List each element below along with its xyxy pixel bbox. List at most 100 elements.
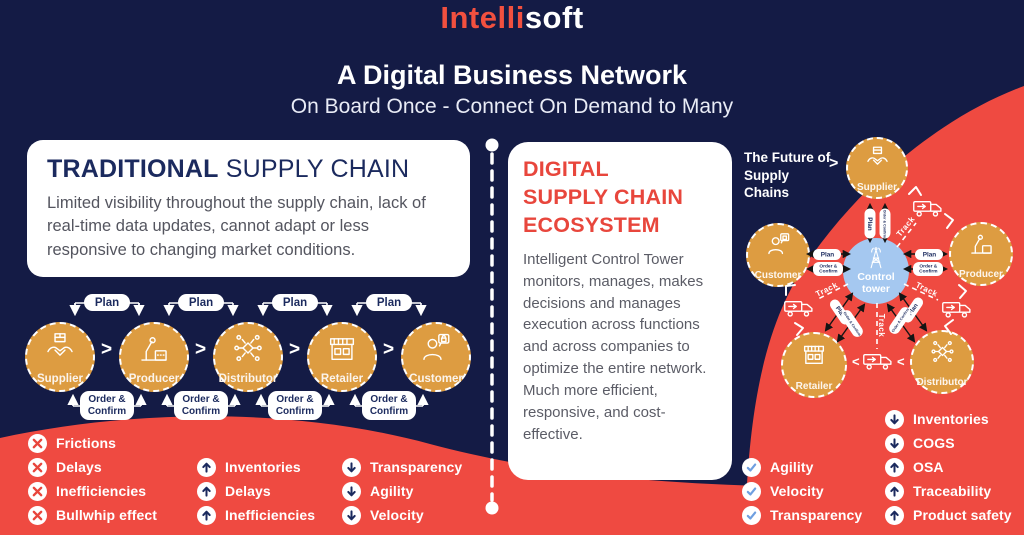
list-item-label: Inefficiencies — [225, 507, 316, 523]
plan-pill: Plan — [84, 294, 130, 311]
node-label: Retailer — [795, 381, 833, 392]
list-item-label: Inventories — [913, 411, 989, 427]
plan-pill: Plan — [272, 294, 318, 311]
pill-text: Order & Confirm — [890, 307, 910, 334]
list-item: OSA — [885, 455, 1012, 479]
x-circle-icon — [28, 505, 47, 525]
track-label: Track — [894, 214, 917, 239]
list-item: Inefficiencies — [197, 503, 315, 527]
eco-order-pill: Order & Confirm — [913, 262, 943, 276]
check-circle-icon — [742, 481, 761, 501]
flow-chevron-icon: > — [195, 339, 207, 360]
order-confirm-text: Order & Confirm — [370, 394, 408, 417]
list-item-label: Transparency — [370, 459, 463, 475]
flow-chevron-icon: > — [383, 339, 395, 360]
digital-description: Intelligent Control Tower monitors, mana… — [523, 250, 707, 443]
arrow-down-circle-icon — [342, 481, 361, 501]
node-label: Supplier — [36, 373, 83, 385]
list-item-label: Transparency — [770, 507, 863, 523]
digital-heading-line1: DIGITAL — [523, 157, 609, 181]
node-customer: Customer — [401, 322, 471, 392]
eco-plan-pill: Plan — [864, 208, 876, 239]
node-label: Distributor — [218, 373, 278, 385]
plan-pill: Plan — [366, 294, 412, 311]
flow-chevron-icon: > — [289, 339, 301, 360]
flow-chevron-icon: > — [101, 339, 113, 360]
node-label: Distributor — [916, 377, 968, 388]
pill-text: Plan — [922, 250, 936, 258]
decreases-list: Transparency Agility Velocity — [342, 455, 462, 527]
pill-text: Order & Confirm — [842, 310, 862, 337]
intellisoft-logo: Intellisoft — [0, 0, 1024, 36]
control-line1: Control — [857, 271, 895, 283]
person-bag-icon — [423, 333, 450, 361]
traditional-card: TRADITIONAL SUPPLY CHAIN Limited visibil… — [27, 140, 470, 277]
radio-tower-icon — [870, 247, 882, 269]
list-item-label: Agility — [770, 459, 814, 475]
check-circle-icon — [742, 457, 761, 477]
list-item: Velocity — [742, 479, 862, 503]
metrics-list: Inventories COGS OSA Traceability Produc… — [885, 407, 1012, 527]
x-circle-icon — [28, 457, 47, 477]
future-line1: The Future of — [744, 150, 831, 165]
list-item: Velocity — [342, 503, 462, 527]
truck-icon — [942, 302, 971, 318]
digital-heading-line2: SUPPLY CHAIN — [523, 184, 684, 209]
order-line1: Order & — [88, 394, 126, 405]
logo-red-part: Intelli — [440, 0, 525, 35]
list-item: Inventories — [885, 407, 1012, 431]
arrow-down-circle-icon — [342, 505, 361, 525]
x-circle-icon — [28, 481, 47, 501]
track-label: Track — [914, 280, 940, 299]
list-item: Bullwhip effect — [28, 503, 157, 527]
logo-white-part: soft — [524, 0, 584, 35]
network-hub-icon — [234, 334, 262, 362]
order-confirm-pill: Order & Confirm — [268, 391, 322, 420]
list-item: Transparency — [342, 455, 462, 479]
list-item-label: Bullwhip effect — [56, 507, 158, 523]
handshake-box-icon — [866, 146, 888, 165]
order-confirm-text: Order & Confirm — [88, 394, 126, 417]
page-subtitle: On Board Once - Connect On Demand to Man… — [290, 95, 734, 118]
pill-text: Plan — [820, 250, 834, 258]
arrow-up-circle-icon — [885, 457, 904, 477]
handshake-box-icon — [47, 333, 73, 356]
arrow-down-circle-icon — [885, 409, 904, 429]
network-hub-icon — [930, 340, 954, 363]
future-line2: Supply Chains — [744, 167, 790, 201]
node-retailer: Retailer — [307, 322, 377, 392]
node-label: Supplier — [856, 182, 897, 193]
node-distributor: Distributor — [213, 322, 283, 392]
page-title: A Digital Business Network — [336, 60, 688, 90]
order-line2: Confirm — [818, 268, 838, 274]
section-divider — [485, 138, 499, 515]
digital-heading-line3: ECOSYSTEM — [523, 212, 660, 237]
future-of-supply-chains-label: The Future of Supply Chains — [744, 149, 836, 202]
control-tower-label: Control tower — [857, 271, 894, 295]
pill-text: Order & Confirm — [883, 209, 888, 238]
truck-icon — [913, 201, 942, 217]
node-label: Producer — [959, 269, 1003, 280]
node-supplier: Supplier — [25, 322, 95, 392]
traditional-heading: TRADITIONAL SUPPLY CHAIN — [47, 155, 450, 184]
list-item: Delays — [28, 455, 157, 479]
eco-plan-pill: Plan — [813, 249, 841, 260]
list-item: Inventories — [197, 455, 315, 479]
traditional-heading-bold: TRADITIONAL — [47, 155, 219, 183]
list-item-label: Inefficiencies — [56, 483, 147, 499]
control-line2: tower — [861, 283, 890, 296]
eco-order-pill: Order & Confirm — [813, 262, 843, 276]
order-line1: Order & — [370, 394, 408, 405]
node-label: Retailer — [320, 373, 364, 385]
digital-heading: DIGITAL SUPPLY CHAIN ECOSYSTEM — [523, 156, 717, 240]
order-line1: Order & — [182, 394, 220, 405]
list-item: COGS — [885, 431, 1012, 455]
route-chevron-icon: < — [852, 354, 860, 369]
eco-node-customer: Customer — [746, 223, 810, 287]
order-line2: Confirm — [87, 405, 127, 417]
route-chevron-icon: < — [897, 354, 905, 369]
order-confirm-text: Order & Confirm — [182, 394, 220, 417]
storefront-icon — [329, 338, 355, 361]
list-item: Transparency — [742, 503, 862, 527]
list-item-label: OSA — [913, 459, 944, 475]
